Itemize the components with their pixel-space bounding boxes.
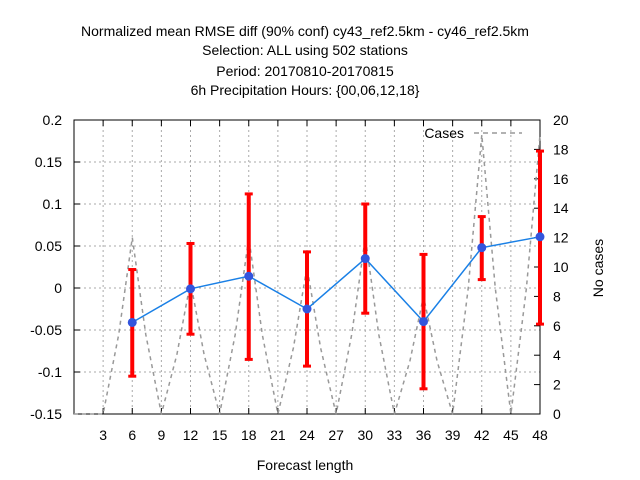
x-tick-label: 45 bbox=[503, 427, 519, 443]
x-tick-label: 39 bbox=[445, 427, 461, 443]
x-tick-label: 15 bbox=[212, 427, 228, 443]
x-axis: 3 6 9 12 15 18 21 24 27 30 33 36 39 42 45 48 bbox=[99, 120, 548, 443]
y2-tick-label: 14 bbox=[553, 200, 569, 216]
x-tick-label: 36 bbox=[416, 427, 432, 443]
x-tick-label: 27 bbox=[328, 427, 344, 443]
x-tick-label: 6 bbox=[128, 427, 136, 443]
y2-tick-label: 16 bbox=[553, 171, 569, 187]
x-tick-label: 33 bbox=[387, 427, 403, 443]
title-line-2: Selection: ALL using 502 stations bbox=[202, 42, 408, 58]
y2-tick-label: 12 bbox=[553, 230, 569, 246]
title-line-4: 6h Precipitation Hours: {00,06,12,18} bbox=[191, 82, 420, 98]
data-point bbox=[186, 284, 195, 294]
x-tick-label: 42 bbox=[474, 427, 490, 443]
x-tick-label: 9 bbox=[157, 427, 165, 443]
series-line bbox=[131, 236, 541, 324]
y-axis: -0.15 -0.1 -0.05 0 0.05 0.1 0.15 0.2 bbox=[30, 112, 80, 422]
mean-series bbox=[127, 232, 545, 327]
y-tick-label: 0 bbox=[54, 280, 62, 296]
legend-label-cases: Cases bbox=[424, 125, 464, 141]
y-tick-label: 0.2 bbox=[43, 112, 63, 128]
chart-title: Normalized mean RMSE diff (90% conf) cy4… bbox=[81, 23, 529, 98]
y2-tick-label: 8 bbox=[553, 288, 561, 304]
x-tick-label: 12 bbox=[183, 427, 199, 443]
x-tick-label: 48 bbox=[532, 427, 548, 443]
y2-tick-label: 18 bbox=[553, 141, 569, 157]
x-tick-label: 24 bbox=[299, 427, 315, 443]
title-line-1: Normalized mean RMSE diff (90% conf) cy4… bbox=[81, 23, 529, 39]
data-point bbox=[302, 304, 312, 314]
x-tick-label: 18 bbox=[241, 427, 257, 443]
y2-tick-label: 20 bbox=[553, 112, 569, 128]
data-point bbox=[477, 243, 487, 253]
y2-tick-label: 2 bbox=[553, 377, 561, 393]
data-point bbox=[535, 232, 545, 242]
y2-axis-label: No cases bbox=[590, 239, 606, 297]
y-tick-label: -0.1 bbox=[38, 364, 62, 380]
data-point bbox=[419, 317, 428, 327]
x-tick-label: 3 bbox=[99, 427, 107, 443]
y2-axis: 0 2 4 6 8 10 12 14 16 18 20 bbox=[534, 112, 569, 422]
data-point bbox=[244, 271, 254, 281]
data-point bbox=[127, 317, 137, 327]
y-tick-label: -0.05 bbox=[30, 322, 62, 338]
legend: Cases bbox=[424, 125, 522, 141]
data-point bbox=[360, 254, 370, 264]
y-tick-label: 0.15 bbox=[35, 154, 62, 170]
title-line-3: Period: 20170810-20170815 bbox=[216, 63, 394, 79]
y-tick-label: 0.05 bbox=[35, 238, 62, 254]
x-axis-label: Forecast length bbox=[257, 457, 354, 473]
y-tick-label: 0.1 bbox=[43, 196, 63, 212]
y-tick-label: -0.15 bbox=[30, 406, 62, 422]
y2-tick-label: 0 bbox=[553, 406, 561, 422]
y2-tick-label: 10 bbox=[553, 259, 569, 275]
y2-tick-label: 4 bbox=[553, 347, 561, 363]
y2-tick-label: 6 bbox=[553, 318, 561, 334]
x-tick-label: 30 bbox=[357, 427, 373, 443]
x-tick-label: 21 bbox=[270, 427, 286, 443]
